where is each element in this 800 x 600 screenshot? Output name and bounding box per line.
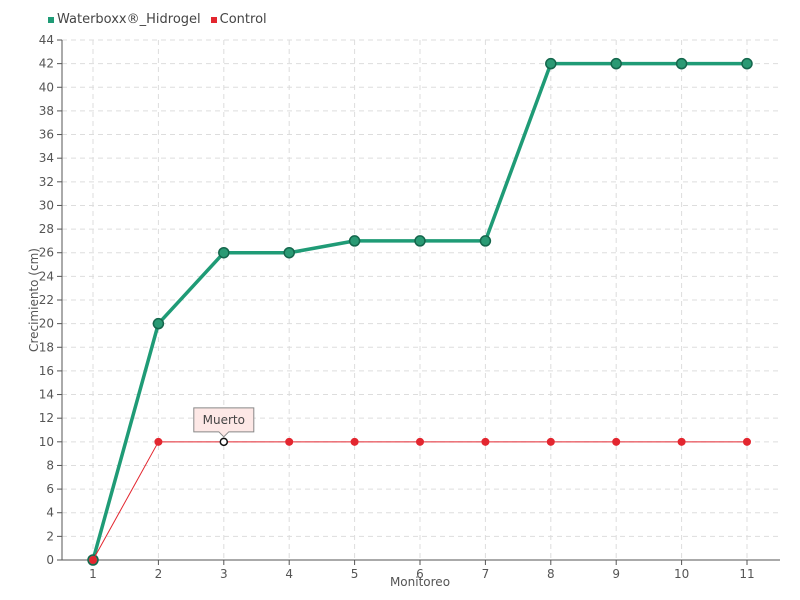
x-tick-label: 2 [155, 567, 163, 581]
y-tick-label: 8 [46, 458, 54, 472]
data-point-control [743, 437, 751, 446]
x-tick-label: 3 [220, 567, 228, 581]
legend-item-waterboxx[interactable]: Waterboxx®_Hidrogel [48, 12, 201, 27]
y-tick-label: 34 [39, 151, 54, 165]
data-point-waterboxx [283, 246, 295, 259]
y-tick-label: 22 [39, 293, 54, 307]
data-point-control [677, 437, 686, 446]
data-point-waterboxx [218, 246, 230, 259]
annotation-box [193, 407, 255, 438]
x-tick-label: 8 [547, 567, 555, 581]
data-point-control [481, 437, 490, 446]
y-tick-label: 18 [39, 340, 54, 354]
x-tick-label: 5 [351, 567, 359, 581]
y-tick-label: 0 [46, 553, 54, 567]
data-point-control [154, 437, 163, 446]
data-point-waterboxx [675, 57, 688, 70]
annotation: Muerto [193, 407, 255, 438]
y-tick-label: 26 [39, 246, 54, 260]
data-point-control [546, 437, 555, 446]
y-tick-label: 40 [39, 80, 54, 94]
y-tick-label: 38 [39, 104, 54, 118]
data-point-control [219, 437, 229, 447]
y-tick-label: 28 [39, 222, 54, 236]
data-point-control [612, 437, 621, 446]
y-tick-label: 30 [39, 198, 54, 212]
data-point-control [285, 437, 294, 446]
x-tick-label: 9 [612, 567, 620, 581]
y-tick-label: 4 [46, 506, 54, 520]
y-tick-label: 14 [39, 388, 54, 402]
y-tick-label: 10 [39, 435, 54, 449]
x-axis-title: Monitoreo [390, 575, 450, 589]
data-point-control [89, 556, 97, 564]
x-tick-labels: 1 2 3 4 5 6 7 8 9 10 11 [89, 567, 754, 581]
y-tick-label: 42 [39, 57, 54, 71]
legend-item-control[interactable]: Control [210, 12, 267, 27]
x-tick-label: 4 [285, 567, 293, 581]
data-point-waterboxx [741, 57, 753, 70]
legend-label-control: Control [219, 12, 267, 27]
data-point-waterboxx [414, 235, 426, 247]
y-tick-label: 2 [46, 529, 54, 543]
series-layer [87, 57, 753, 566]
x-tick-label: 11 [739, 567, 754, 581]
x-tick-label: 7 [482, 567, 490, 581]
data-point-waterboxx [152, 317, 165, 330]
y-tick-label: 44 [39, 33, 54, 47]
series-waterboxx [87, 57, 753, 566]
data-point-control [350, 437, 359, 446]
data-point-control [416, 437, 424, 446]
y-tick-label: 16 [39, 364, 54, 378]
data-point-waterboxx [545, 57, 557, 70]
y-axis-title: Crecimiento (cm) [27, 248, 41, 352]
y-tick-labels: 0246810121416182022242628303234363840424… [39, 33, 54, 567]
grid [62, 39, 780, 560]
axes [57, 39, 780, 565]
x-tick-label: 1 [89, 567, 97, 581]
x-tick-label: 6 [416, 567, 424, 581]
data-point-waterboxx [348, 235, 361, 247]
y-tick-label: 6 [46, 482, 54, 496]
data-point-waterboxx [610, 57, 622, 70]
legend-swatch-control [210, 16, 217, 23]
legend: Waterboxx®_Hidrogel Control [48, 12, 267, 27]
y-tick-label: 32 [39, 175, 54, 189]
annotations-layer: Muerto [193, 407, 255, 438]
y-tick-label: 36 [39, 128, 54, 142]
series-control [89, 437, 751, 564]
legend-label-waterboxx: Waterboxx®_Hidrogel [57, 12, 201, 27]
y-tick-label: 12 [39, 411, 54, 425]
x-tick-label: 10 [674, 567, 689, 581]
data-point-waterboxx [479, 235, 492, 247]
y-tick-label: 20 [39, 317, 54, 331]
legend-swatch-waterboxx [48, 16, 54, 23]
annotation-label: Muerto [203, 413, 245, 427]
y-tick-label: 24 [39, 269, 54, 283]
